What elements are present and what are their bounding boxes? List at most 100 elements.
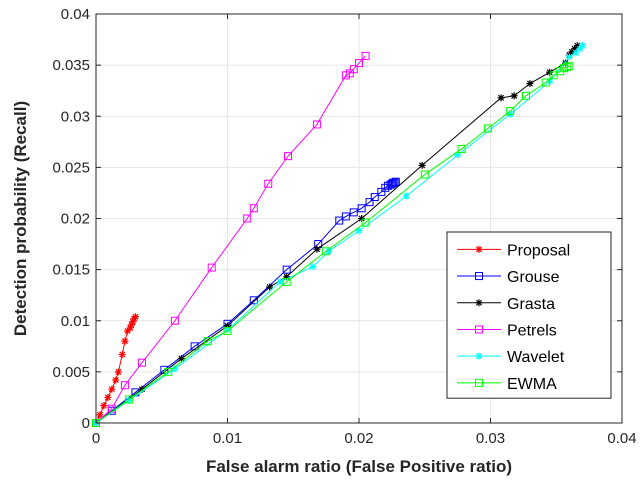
y-axis-title: Detection probability (Recall) xyxy=(11,101,30,336)
legend-entry-wavelet: Wavelet xyxy=(457,349,565,366)
data-point-grouse xyxy=(357,204,366,213)
data-point-grouse xyxy=(370,193,379,202)
marker-stroke xyxy=(121,338,128,345)
data-point-ewma xyxy=(457,144,466,153)
marker-stroke xyxy=(108,386,115,393)
series-lines xyxy=(92,42,587,427)
y-tick-label: 0.025 xyxy=(52,159,90,176)
data-point-wavelet xyxy=(402,192,410,200)
legend-label: Proposal xyxy=(507,242,570,259)
data-point-petrels xyxy=(249,204,258,213)
data-point-wavelet xyxy=(355,227,363,235)
marker-stroke xyxy=(574,42,581,49)
data-point-ewma xyxy=(282,277,291,286)
data-point-ewma xyxy=(549,71,558,80)
marker-stroke xyxy=(475,246,483,253)
marker-stroke xyxy=(475,353,483,360)
marker-stroke xyxy=(403,192,410,200)
marker-stroke xyxy=(112,377,119,384)
series-ewma xyxy=(92,62,574,427)
data-point-proposal xyxy=(121,337,129,345)
data-point-ewma xyxy=(361,218,370,227)
marker-stroke xyxy=(511,92,518,99)
data-point-petrels xyxy=(312,120,321,129)
data-point-proposal xyxy=(100,402,108,410)
data-point-petrels xyxy=(283,152,292,161)
data-point-grasta xyxy=(497,94,505,102)
series-line-petrels xyxy=(95,55,366,424)
legend-entry-proposal: Proposal xyxy=(457,242,570,259)
marker-stroke xyxy=(579,42,586,49)
legend-box xyxy=(446,231,612,399)
data-point-ewma xyxy=(541,78,550,87)
series-wavelet xyxy=(92,42,587,427)
data-point-proposal xyxy=(114,368,122,376)
y-tick-label: 0 xyxy=(82,415,90,432)
data-point-proposal xyxy=(118,350,126,358)
marker-stroke xyxy=(355,227,363,234)
data-point-petrels xyxy=(170,316,179,325)
marker-stroke xyxy=(96,411,103,418)
data-point-petrels xyxy=(243,214,252,223)
data-point-ewma xyxy=(164,367,173,376)
data-point-grasta xyxy=(313,245,321,253)
marker-stroke xyxy=(566,53,573,60)
legend: Proposal Grouse Grasta Petrels Wavelet EWMA xyxy=(446,231,612,399)
marker-stroke xyxy=(115,368,122,375)
data-point-proposal xyxy=(108,385,116,393)
legend-marker xyxy=(475,378,483,387)
data-point-grouse xyxy=(282,265,291,274)
legend-label: Grasta xyxy=(507,296,555,313)
data-point-ewma xyxy=(506,107,515,116)
legend-label: Grouse xyxy=(507,269,560,286)
legend-marker xyxy=(475,325,483,334)
data-point-grasta xyxy=(526,80,534,88)
marker-stroke xyxy=(497,94,505,101)
marker-stroke xyxy=(475,299,483,306)
data-point-grouse xyxy=(249,296,258,305)
data-point-wavelet xyxy=(309,263,317,271)
marker-stroke xyxy=(266,283,273,291)
data-point-ewma xyxy=(203,337,212,346)
marker-stroke xyxy=(100,402,107,409)
data-point-ewma xyxy=(560,64,569,73)
data-point-ewma xyxy=(322,247,331,256)
marker-stroke xyxy=(325,248,332,255)
marker-stroke xyxy=(277,278,284,285)
marker-stroke xyxy=(309,263,317,270)
data-point-petrels xyxy=(138,358,147,367)
legend-label: EWMA xyxy=(507,376,557,393)
data-point-ewma xyxy=(223,326,232,335)
marker-stroke xyxy=(313,246,320,253)
data-point-grasta xyxy=(266,283,274,291)
marker-stroke xyxy=(419,162,426,169)
series-petrels xyxy=(92,51,370,427)
legend-entry-ewma: EWMA xyxy=(457,376,557,393)
data-point-ewma xyxy=(562,63,571,72)
y-tick-label: 0.04 xyxy=(61,6,90,23)
data-point-proposal xyxy=(112,376,120,384)
marker-stroke xyxy=(454,152,461,159)
marker-stroke xyxy=(171,365,178,372)
x-tick-label: 0.04 xyxy=(607,430,636,447)
data-point-wavelet xyxy=(579,42,587,50)
data-point-ewma xyxy=(483,124,492,133)
data-point-grouse xyxy=(390,178,399,187)
legend-label: Wavelet xyxy=(507,349,565,366)
marker-stroke xyxy=(178,355,185,362)
data-point-ewma xyxy=(124,395,133,404)
data-point-proposal xyxy=(104,393,112,401)
data-point-grouse xyxy=(341,212,350,221)
y-tick-label: 0.01 xyxy=(61,313,90,330)
data-point-ewma xyxy=(522,91,531,100)
x-tick-label: 0 xyxy=(92,430,100,447)
x-tick-label: 0.02 xyxy=(344,430,373,447)
data-point-wavelet xyxy=(276,278,284,286)
x-tick-label: 0.03 xyxy=(476,430,505,447)
x-tick-label: 0.01 xyxy=(213,430,242,447)
data-point-grasta xyxy=(418,161,426,169)
data-point-proposal xyxy=(131,313,139,321)
data-point-grouse xyxy=(349,208,358,217)
marker-stroke xyxy=(132,313,139,320)
